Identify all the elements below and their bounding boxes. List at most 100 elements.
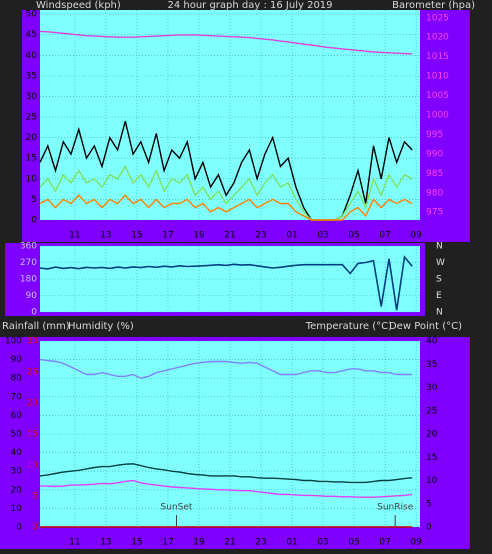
x-tick-label: 21 [224, 538, 235, 548]
y-tick-label: 40 [26, 51, 38, 61]
series-line [39, 165, 413, 221]
y2-tick-label: N [436, 308, 443, 318]
x-tick-label: 21 [224, 231, 235, 241]
series-line [39, 194, 413, 221]
y2-tick-label: 975 [426, 208, 443, 218]
y-tick-label: 30 [26, 92, 38, 102]
y-tick-label: 70 [11, 392, 23, 402]
humidity-axis-title: Humidity (%) [68, 321, 134, 332]
y-tick-label: 50 [11, 430, 23, 440]
y-tick-label: 0 [31, 216, 37, 226]
y2-tick-label: 25 [426, 406, 437, 416]
y2-tick-label: 990 [426, 149, 443, 159]
x-tick-label: 01 [286, 538, 297, 548]
y2-tick-label: 1005 [426, 91, 449, 101]
y-axis-title: Windspeed (kph) [36, 0, 121, 11]
y3-tick-label: 20 [27, 399, 39, 409]
y2-tick-label: 1010 [426, 72, 449, 82]
y-tick-label: 20 [26, 133, 38, 143]
x-tick-label: 19 [193, 538, 205, 548]
annotation: SunRise [377, 503, 414, 513]
x-tick-label: 17 [162, 538, 173, 548]
chart-title: 24 hour graph day : 16 July 2019 [167, 0, 332, 11]
y-tick-label: 40 [11, 448, 23, 458]
x-tick-label: 15 [131, 538, 142, 548]
x-tick-label: 09 [410, 231, 422, 241]
y2-tick-label: N [436, 242, 443, 252]
x-tick-label: 09 [410, 538, 422, 548]
dewpoint-axis-title: Dew Point (°C) [389, 321, 462, 332]
annotation: SunSet [161, 503, 193, 513]
x-tick-label: 17 [162, 231, 173, 241]
y-tick-label: 180 [20, 275, 37, 285]
y2-tick-label: 40 [426, 337, 438, 347]
y2-tick-label: 0 [426, 523, 432, 533]
x-tick-label: 05 [348, 538, 359, 548]
y-tick-label: 360 [20, 242, 37, 252]
series-line [39, 358, 413, 379]
y-tick-label: 10 [11, 504, 23, 514]
y-tick-label: 20 [11, 485, 23, 495]
x-tick-label: 05 [348, 231, 359, 241]
rain-axis-title: Rainfall (mm) [2, 321, 70, 332]
y2-tick-label: 985 [426, 169, 443, 179]
y2-tick-label: 30 [426, 383, 438, 393]
y2-tick-label: 1015 [426, 52, 449, 62]
x-tick-label: 13 [100, 231, 111, 241]
x-tick-label: 07 [379, 231, 390, 241]
y-tick-label: 0 [31, 308, 37, 318]
y-tick-label: 15 [26, 154, 37, 164]
series-line [39, 30, 413, 55]
y-tick-label: 80 [11, 374, 23, 384]
series-line [39, 255, 413, 311]
y-tick-label: 100 [5, 337, 22, 347]
x-tick-label: 03 [317, 538, 328, 548]
x-tick-label: 11 [69, 231, 80, 241]
y2-tick-label: W [436, 258, 445, 268]
y-tick-label: 25 [26, 113, 37, 123]
y2-tick-label: 35 [426, 360, 437, 370]
y2-axis-title: Barometer (hpa) [392, 0, 475, 11]
x-tick-label: 03 [317, 231, 328, 241]
y-tick-label: 30 [11, 467, 23, 477]
y3-tick-label: 15 [27, 430, 38, 440]
y-tick-label: 270 [20, 258, 37, 268]
y-tick-label: 90 [26, 291, 38, 301]
y2-tick-label: S [436, 275, 442, 285]
x-tick-label: 13 [100, 538, 111, 548]
y2-tick-label: 20 [426, 430, 438, 440]
temperature-axis-title: Temperature (°C) [305, 321, 392, 332]
y-tick-label: 35 [26, 71, 37, 81]
y-tick-label: 50 [26, 10, 38, 20]
x-tick-label: 19 [193, 231, 205, 241]
x-tick-label: 15 [131, 231, 142, 241]
y2-tick-label: 5 [426, 499, 432, 509]
y2-tick-label: 995 [426, 130, 443, 140]
y-tick-label: 60 [11, 411, 23, 421]
y3-tick-label: 5 [32, 492, 38, 502]
y2-tick-label: 10 [426, 476, 438, 486]
x-tick-label: 23 [255, 538, 266, 548]
y3-tick-label: 30 [27, 337, 39, 347]
y2-tick-label: 1000 [426, 111, 449, 121]
y3-tick-label: 0 [32, 523, 38, 533]
y2-tick-label: 1020 [426, 33, 449, 43]
y2-tick-label: 980 [426, 188, 443, 198]
y3-tick-label: 25 [27, 368, 38, 378]
series-line [39, 121, 413, 221]
x-tick-label: 07 [379, 538, 390, 548]
y-tick-label: 45 [26, 30, 37, 40]
y2-tick-label: 1025 [426, 13, 449, 23]
x-tick-label: 11 [69, 538, 80, 548]
x-tick-label: 01 [286, 231, 297, 241]
y-tick-label: 10 [26, 174, 38, 184]
y-tick-label: 0 [16, 523, 22, 533]
x-tick-label: 23 [255, 231, 266, 241]
y2-tick-label: E [436, 291, 442, 301]
y2-tick-label: 15 [426, 453, 437, 463]
y3-tick-label: 10 [27, 461, 39, 471]
y-tick-label: 90 [11, 355, 23, 365]
series-line [40, 479, 413, 498]
